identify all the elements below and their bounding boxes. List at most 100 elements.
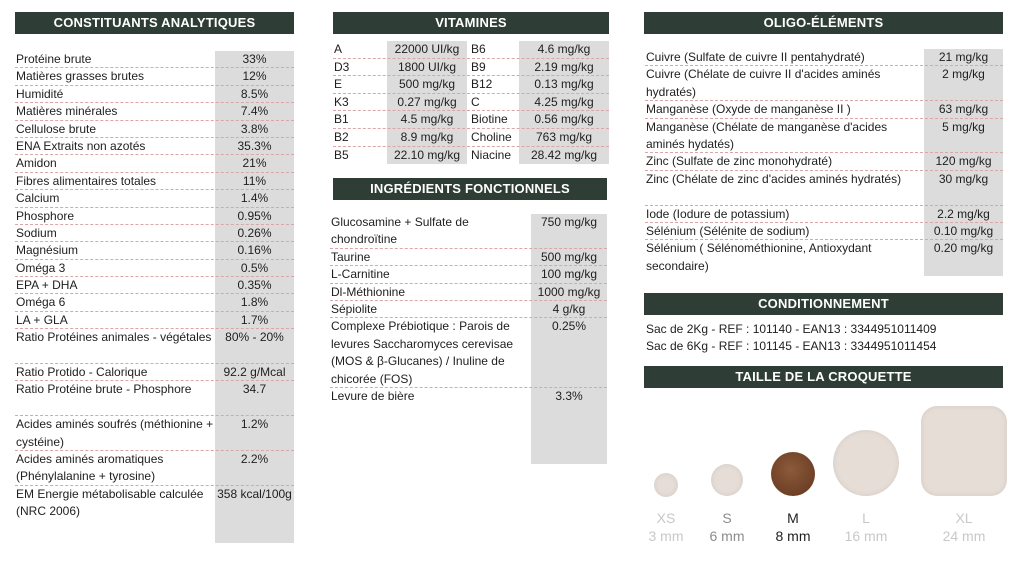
analytiques-row: LA + GLA 1.7% (15, 312, 294, 330)
vitamine-row: K3 0.27 mg/kg C 4.25 mg/kg (333, 94, 609, 112)
analytiques-row: Ratio Protido - Calorique 92.2 g/Mcal (15, 364, 294, 382)
analytiques-label: Ratio Protéines animales - végétales (16, 330, 212, 345)
analytiques-row: Cellulose brute 3.8% (15, 121, 294, 138)
ingredients-row: L-Carnitine 100 mg/kg (330, 266, 607, 284)
analytiques-value: 1.2% (240, 417, 269, 432)
analytiques-value: 7.4% (240, 104, 269, 119)
vitamine-name: K3 (334, 94, 349, 109)
analytiques-label: Calcium (16, 191, 60, 206)
analytiques-label: EPA + DHA (16, 278, 78, 293)
analytiques-row: Oméga 3 0.5% (15, 260, 294, 278)
oligo-label: Zinc (Sulfate de zinc monohydraté) (646, 154, 833, 169)
ingredients-label: Sépiolite (331, 301, 378, 316)
ingredients-value: 100 mg/kg (540, 267, 598, 282)
analytiques-label: Matières grasses brutes (16, 69, 145, 84)
analytiques-value: 1.7% (240, 312, 269, 327)
kibble-size-mm: 16 mm (844, 528, 888, 544)
ingredients-label: L-Carnitine (331, 267, 390, 282)
analytiques-row: ENA Extraits non azotés 35.3% (15, 138, 294, 156)
analytiques-label: Fibres alimentaires totales (16, 173, 157, 188)
oligo-value: 5 mg/kg (942, 119, 985, 134)
ingredients-row: Dl-Méthionine 1000 mg/kg (330, 284, 607, 301)
vitamine-value: 0.13 mg/kg (534, 77, 594, 92)
analytiques-row: Ratio Protéine brute - Phosphore 34.7 (15, 381, 294, 417)
analytiques-value: 92.2 g/Mcal (223, 365, 286, 380)
vitamines-header: VITAMINES (333, 12, 609, 34)
ingredients-row: Complexe Prébiotique : Parois de levures… (330, 318, 607, 388)
conditionnement-line: Sac de 6Kg - REF : 101145 - EAN13 : 3344… (646, 339, 937, 353)
analytiques-row: Oméga 6 1.8% (15, 294, 294, 312)
ingredients-row: Glucosamine + Sulfate de chondroïtine 750… (330, 214, 607, 249)
oligo-value: 2 mg/kg (942, 67, 985, 82)
vitamine-name: Biotine (471, 112, 508, 127)
analytiques-label: Ratio Protéine brute - Phosphore (16, 382, 192, 397)
vitamine-name: E (334, 77, 343, 92)
vitamine-name: B12 (471, 77, 493, 92)
ingredients-value: 1000 mg/kg (537, 284, 601, 299)
analytiques-value: 35.3% (237, 138, 272, 153)
analytiques-value: 0.95% (237, 208, 272, 223)
analytiques-value: 3.8% (240, 121, 269, 136)
oligo-label: Cuivre (Sulfate de cuivre II pentahydrat… (646, 50, 865, 64)
analytiques-label: Sodium (16, 225, 57, 240)
analytiques-label: Ratio Protido - Calorique (16, 365, 148, 380)
analytiques-label: Matières minérales (16, 104, 118, 119)
kibble-size-mm: 3 mm (648, 528, 684, 544)
analytiques-row: Matières minérales 7.4% (15, 103, 294, 121)
oligo-value: 21 mg/kg (938, 50, 989, 64)
oligo-row: Manganèse (Chélate de manganèse d'acides… (645, 119, 1003, 154)
analytiques-value: 11% (242, 173, 267, 188)
analytiques-label: Cellulose brute (16, 121, 97, 136)
vitamine-row: B2 8.9 mg/kg Choline 763 mg/kg (333, 129, 609, 147)
vitamine-name: Choline (471, 129, 512, 144)
vitamine-row: A 22000 UI/kg B6 4.6 mg/kg (333, 41, 609, 59)
vitamine-value: 28.42 mg/kg (530, 147, 598, 162)
analytiques-label: Oméga 6 (16, 295, 66, 310)
taille-header: TAILLE DE LA CROQUETTE (644, 366, 1003, 388)
analytiques-value: 80% - 20% (225, 330, 284, 345)
vitamine-value: 4.5 mg/kg (400, 112, 454, 127)
vitamine-name: B9 (471, 59, 486, 74)
analytiques-value: 0.26% (237, 225, 272, 240)
kibble-m-icon (771, 452, 815, 496)
ingredients-label: Levure de bière (331, 388, 415, 403)
vitamine-name: D3 (334, 59, 350, 74)
conditionnement-line: Sac de 2Kg - REF : 101140 - EAN13 : 3344… (646, 322, 937, 336)
oligo-value: 63 mg/kg (938, 102, 989, 117)
analytiques-row: EPA + DHA 0.35% (15, 277, 294, 295)
analytiques-row: Sodium 0.26% (15, 225, 294, 243)
ingredients-table: Glucosamine + Sulfate de chondroïtine 750… (330, 214, 607, 464)
kibble-sizes: XS 3 mm S 6 mm M 8 mm L 16 mm XL 24 mm (644, 400, 1007, 560)
vitamine-value: 2.19 mg/kg (534, 59, 594, 74)
analytiques-value: 0.5% (240, 260, 269, 275)
oligo-table: Cuivre (Sulfate de cuivre II pentahydrat… (645, 49, 1003, 276)
analytiques-value: 33% (242, 52, 267, 66)
vitamine-value: 1800 UI/kg (397, 59, 457, 74)
vitamine-value: 22000 UI/kg (394, 42, 460, 56)
oligo-value: 2.2 mg/kg (937, 206, 990, 221)
analytiques-label: EM Energie métabolisable calculée (NRC 2… (16, 486, 204, 519)
analytiques-row: Phosphore 0.95% (15, 208, 294, 225)
vitamine-row: B5 22.10 mg/kg Niacine 28.42 mg/kg (333, 147, 609, 165)
oligo-label: Cuivre (Chélate de cuivre II d'acides am… (646, 67, 881, 99)
vitamine-value: 763 mg/kg (535, 129, 593, 144)
analytiques-value: 8.5% (240, 86, 269, 101)
vitamine-row: D3 1800 UI/kg B9 2.19 mg/kg (333, 59, 609, 77)
ingredients-label: Dl-Méthionine (331, 284, 406, 299)
ingredients-value: 0.25% (551, 319, 587, 334)
oligo-label: Iode (Iodure de potassium) (646, 206, 790, 221)
kibble-size-code: L (862, 510, 870, 526)
analytiques-row: Acides aminés aromatiques (Phénylalanine… (15, 451, 294, 486)
analytiques-label: Acides aminés soufrés (méthionine + cyst… (16, 417, 214, 449)
oligo-row: Cuivre (Chélate de cuivre II d'acides am… (645, 66, 1003, 102)
oligo-row: Manganèse (Oxyde de manganèse II ) 63 mg/… (645, 101, 1003, 119)
analytiques-value: 0.16% (237, 243, 272, 258)
vitamine-row: E 500 mg/kg B12 0.13 mg/kg (333, 76, 609, 94)
oligo-row: Zinc (Chélate de zinc d'acides aminés hy… (645, 171, 1003, 206)
ingredients-label: Taurine (331, 249, 371, 264)
analytiques-row: Acides aminés soufrés (méthionine + cyst… (15, 416, 294, 452)
vitamine-value: 4.25 mg/kg (534, 94, 594, 109)
kibble-size-mm: 6 mm (709, 528, 745, 544)
vitamine-name: Niacine (471, 147, 512, 162)
vitamine-name: B5 (334, 147, 349, 162)
